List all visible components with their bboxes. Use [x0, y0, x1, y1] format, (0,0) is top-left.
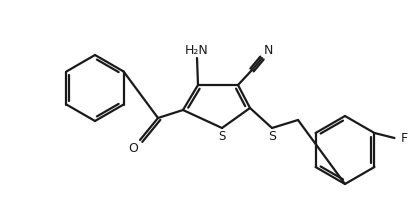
Text: F: F	[400, 132, 407, 144]
Text: O: O	[128, 141, 137, 154]
Text: H₂N: H₂N	[185, 44, 208, 56]
Text: S: S	[267, 130, 275, 142]
Text: N: N	[263, 44, 272, 56]
Text: S: S	[218, 130, 225, 143]
